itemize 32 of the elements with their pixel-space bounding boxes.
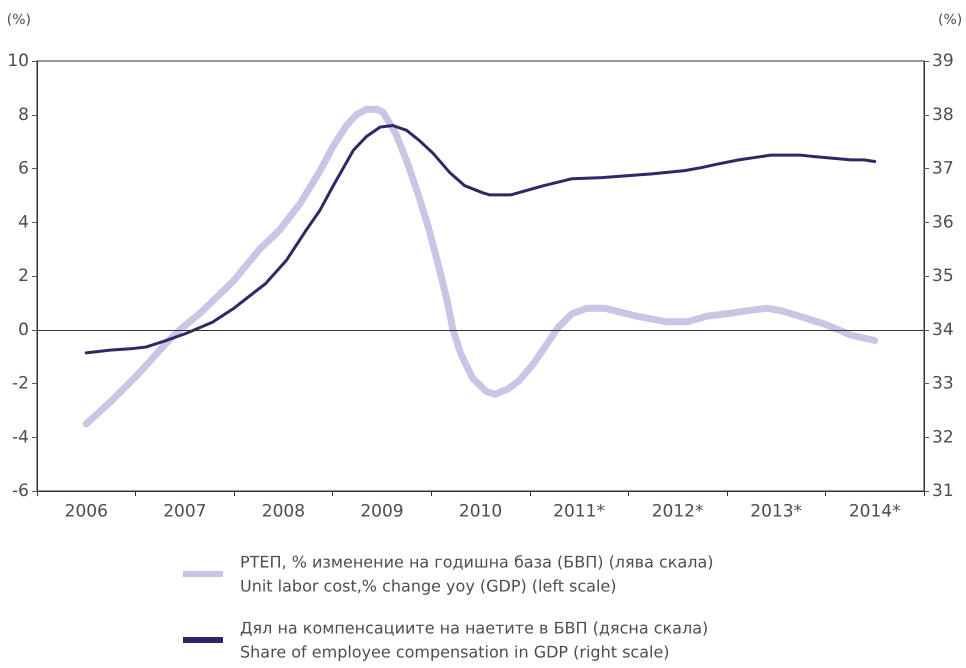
y2-tick-label: 38 [932, 104, 954, 125]
x-tick-label: 2013* [750, 502, 802, 522]
y-tick-label: 0 [18, 320, 29, 340]
y-axis-title: (%) [6, 12, 31, 28]
legend-label: РТЕП, % изменение на годишна база (БВП) (лява скала) Unit labor cost,% change yoy (GDP) (left scale) [240, 552, 714, 596]
line-series [84, 124, 876, 354]
x-tick-label: 2010 [458, 502, 502, 522]
x-tick-label: 2012* [652, 502, 704, 522]
y2-tick-label: 32 [932, 427, 954, 448]
y2-tick-label: 36 [932, 212, 954, 232]
x-tick-label: 2011* [553, 502, 605, 522]
y-tick-label: -6 [12, 481, 29, 501]
y-tick-label: 4 [18, 212, 29, 232]
x-tick-label: 2008 [262, 502, 306, 522]
y2-tick-label: 39 [932, 51, 954, 71]
y2-tick-label: 31 [932, 481, 954, 501]
y-tick-label: 6 [18, 158, 29, 178]
y-tick-label: 8 [18, 104, 29, 125]
x-tick-label: 2006 [64, 502, 108, 522]
y2-tick-label: 33 [932, 374, 954, 394]
x-tick-label: 2007 [163, 502, 206, 522]
y-tick-label: 10 [7, 51, 29, 71]
y2-tick-label: 35 [932, 266, 954, 286]
y2-tick-label: 37 [932, 158, 954, 178]
y-tick-label: -4 [12, 427, 29, 448]
y-tick-label: 2 [18, 266, 29, 286]
y2-axis-title: (%) [938, 12, 962, 28]
x-tick-label: 2009 [360, 502, 404, 522]
x-tick-label: 2014* [848, 502, 901, 522]
legend-label: Дял на компенсациите на наетите в БВП (дясна скала) Share of employee compensation in GDP (right scale) [240, 618, 708, 662]
y-tick-label: -2 [12, 374, 29, 394]
y2-tick-label: 34 [932, 320, 954, 340]
